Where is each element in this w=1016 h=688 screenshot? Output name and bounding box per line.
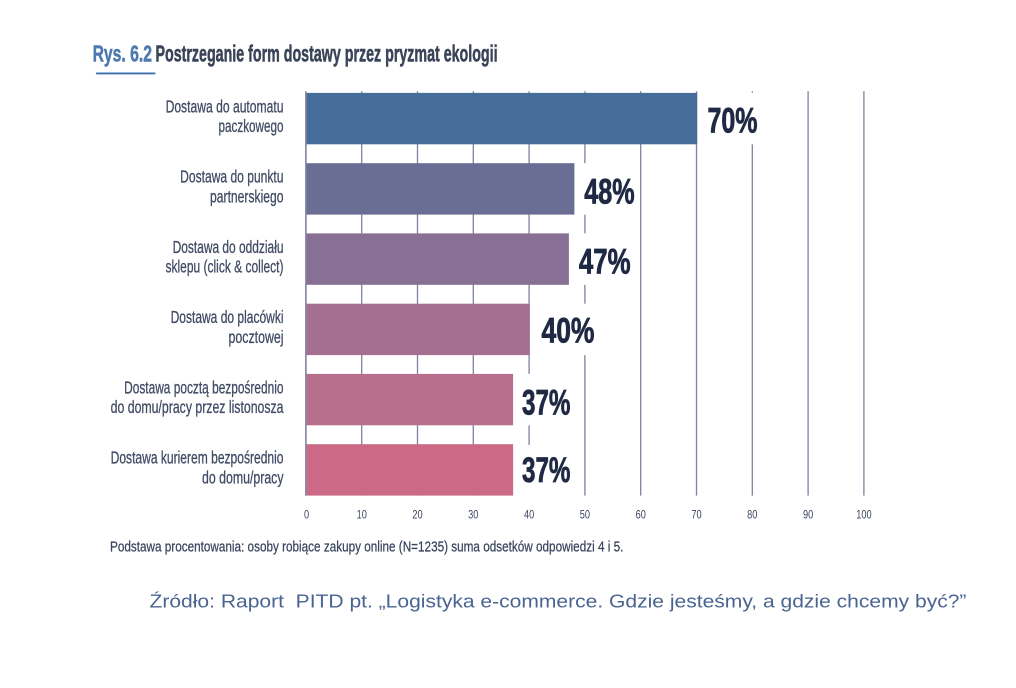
svg-text:Rys. 6.2: Rys. 6.2 [93, 41, 152, 67]
svg-text:do domu/pracy: do domu/pracy [202, 468, 284, 488]
svg-text:80: 80 [747, 509, 757, 522]
svg-text:50: 50 [580, 509, 590, 522]
svg-text:10: 10 [357, 509, 367, 522]
svg-text:do domu/pracy przez listonosza: do domu/pracy przez listonosza [111, 398, 284, 418]
svg-text:90: 90 [803, 509, 813, 522]
svg-text:Dostawa do punktu: Dostawa do punktu [180, 168, 283, 188]
svg-text:Źródło: Raport PITD pt. „Logi: Źródło: Raport PITD pt. „Logistyka e-com… [150, 591, 967, 612]
svg-text:70%: 70% [708, 101, 758, 140]
svg-text:0: 0 [304, 509, 309, 522]
svg-text:60: 60 [636, 509, 646, 522]
svg-text:40%: 40% [542, 311, 595, 350]
svg-text:Podstawa procentowania: osoby: Podstawa procentowania: osoby robiące za… [110, 538, 623, 555]
svg-text:47%: 47% [579, 241, 631, 281]
svg-text:48%: 48% [584, 172, 634, 211]
svg-text:37%: 37% [522, 452, 570, 490]
svg-text:Dostawa pocztą bezpośrednio: Dostawa pocztą bezpośrednio [124, 378, 283, 398]
svg-text:40: 40 [524, 509, 534, 522]
svg-text:Dostawa do placówki: Dostawa do placówki [171, 308, 284, 328]
svg-text:partnerskiego: partnerskiego [210, 187, 283, 207]
svg-text:37%: 37% [522, 384, 570, 422]
svg-text:20: 20 [412, 509, 422, 522]
svg-text:30: 30 [468, 509, 478, 522]
svg-text:Dostawa do automatu: Dostawa do automatu [166, 97, 284, 117]
svg-text:Dostawa do oddziału: Dostawa do oddziału [173, 238, 284, 258]
svg-text:Dostawa kurierem bezpośrednio: Dostawa kurierem bezpośrednio [111, 449, 284, 469]
svg-text:paczkowego: paczkowego [219, 118, 284, 137]
svg-text:sklepu (click & collect): sklepu (click & collect) [166, 257, 284, 277]
svg-text:Postrzeganie form dostawy prze: Postrzeganie form dostawy przez pryzmat … [156, 41, 498, 68]
svg-text:100: 100 [856, 509, 871, 522]
svg-text:pocztowej: pocztowej [229, 328, 284, 348]
svg-text:70: 70 [691, 509, 701, 522]
